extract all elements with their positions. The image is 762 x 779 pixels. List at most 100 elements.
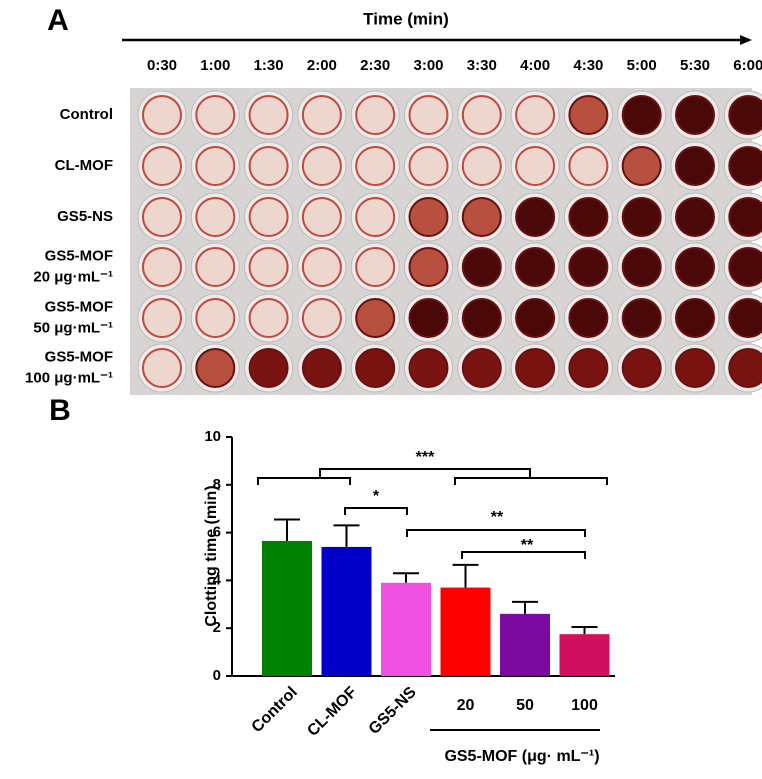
- time-label: 6:00: [733, 57, 762, 74]
- time-label: 5:00: [627, 57, 657, 74]
- plate: [130, 88, 752, 395]
- well: [195, 95, 236, 135]
- significance-label: **: [521, 537, 534, 554]
- well: [142, 298, 182, 338]
- y-label: Clotting time (min): [203, 485, 220, 626]
- row-label: CL-MOF: [55, 157, 113, 174]
- y-tick-label: 4: [213, 571, 222, 588]
- well: [675, 348, 715, 388]
- significance-label: ***: [416, 449, 435, 466]
- row-label: GS5-MOF: [45, 298, 113, 315]
- well: [248, 95, 289, 135]
- well: [301, 146, 342, 186]
- x-tick-label: 20: [457, 697, 475, 714]
- row-label: Control: [60, 106, 113, 123]
- well: [195, 298, 236, 338]
- well: [408, 247, 449, 287]
- y-tick-label: 8: [213, 476, 221, 493]
- well: [248, 247, 289, 287]
- well: [355, 298, 396, 338]
- well: [515, 146, 556, 186]
- well: [515, 298, 556, 338]
- well: [461, 247, 502, 287]
- well: [675, 247, 715, 287]
- well: [728, 95, 762, 135]
- well: [461, 197, 502, 237]
- well: [301, 298, 342, 338]
- row-label: GS5-MOF: [45, 348, 113, 365]
- well: [355, 247, 396, 287]
- well: [728, 247, 762, 287]
- y-tick-label: 10: [204, 428, 221, 445]
- significance-bracket: [406, 529, 586, 537]
- well: [355, 348, 396, 388]
- well: [675, 146, 715, 186]
- significance-bracket: [461, 551, 586, 559]
- well: [301, 348, 342, 388]
- well: [248, 298, 289, 338]
- well: [248, 197, 289, 237]
- well: [142, 247, 182, 287]
- time-label: 3:00: [413, 57, 443, 74]
- well: [621, 95, 662, 135]
- significance-bracket: [257, 468, 608, 485]
- well: [301, 197, 342, 237]
- well: [728, 146, 762, 186]
- well: [515, 197, 556, 237]
- well: [675, 298, 715, 338]
- time-label: 5:30: [680, 57, 710, 74]
- well: [142, 95, 182, 135]
- well: [675, 95, 715, 135]
- well: [195, 348, 236, 388]
- well: [408, 95, 449, 135]
- well: [568, 95, 609, 135]
- row-label: 100 μg·mL⁻¹: [25, 369, 113, 386]
- well: [621, 197, 662, 237]
- well: [301, 247, 342, 287]
- bar: [381, 582, 431, 676]
- well: [728, 348, 762, 388]
- time-label: 0:30: [147, 57, 177, 74]
- well: [621, 298, 662, 338]
- x-tick-label: CL-MOF: [304, 684, 360, 740]
- well: [568, 197, 609, 237]
- well: [408, 197, 449, 237]
- well: [248, 146, 289, 186]
- axis-title: Time (min): [363, 9, 449, 28]
- time-label: 4:00: [520, 57, 550, 74]
- row-label: GS5-MOF: [45, 247, 113, 264]
- x-tick-label: Control: [249, 684, 301, 736]
- well: [408, 348, 449, 388]
- well: [408, 298, 449, 338]
- well: [355, 197, 396, 237]
- row-label: 50 μg·mL⁻¹: [33, 319, 113, 336]
- bar: [321, 546, 372, 676]
- significance-label: **: [491, 509, 504, 526]
- well: [195, 146, 236, 186]
- bar: [262, 540, 312, 676]
- well: [248, 348, 289, 388]
- well: [568, 146, 609, 186]
- well: [461, 146, 502, 186]
- x-label: GS5-MOF (μg· mL⁻¹): [444, 748, 599, 765]
- bar: [440, 587, 491, 676]
- row-label: 20 μg·mL⁻¹: [33, 268, 113, 285]
- well: [728, 197, 762, 237]
- time-label: 2:00: [307, 57, 337, 74]
- arrow-head: [740, 35, 752, 45]
- x-tick-label: 50: [516, 697, 534, 714]
- well: [675, 197, 715, 237]
- x-tick-label: 100: [571, 697, 598, 714]
- well: [461, 348, 502, 388]
- well: [195, 197, 236, 237]
- panel-label: B: [49, 394, 71, 427]
- well: [461, 95, 502, 135]
- well: [355, 146, 396, 186]
- y-tick-label: 2: [213, 619, 221, 636]
- significance-label: *: [373, 488, 380, 505]
- well: [515, 247, 556, 287]
- y-tick-label: 0: [213, 667, 221, 684]
- well: [621, 146, 662, 186]
- well: [355, 95, 396, 135]
